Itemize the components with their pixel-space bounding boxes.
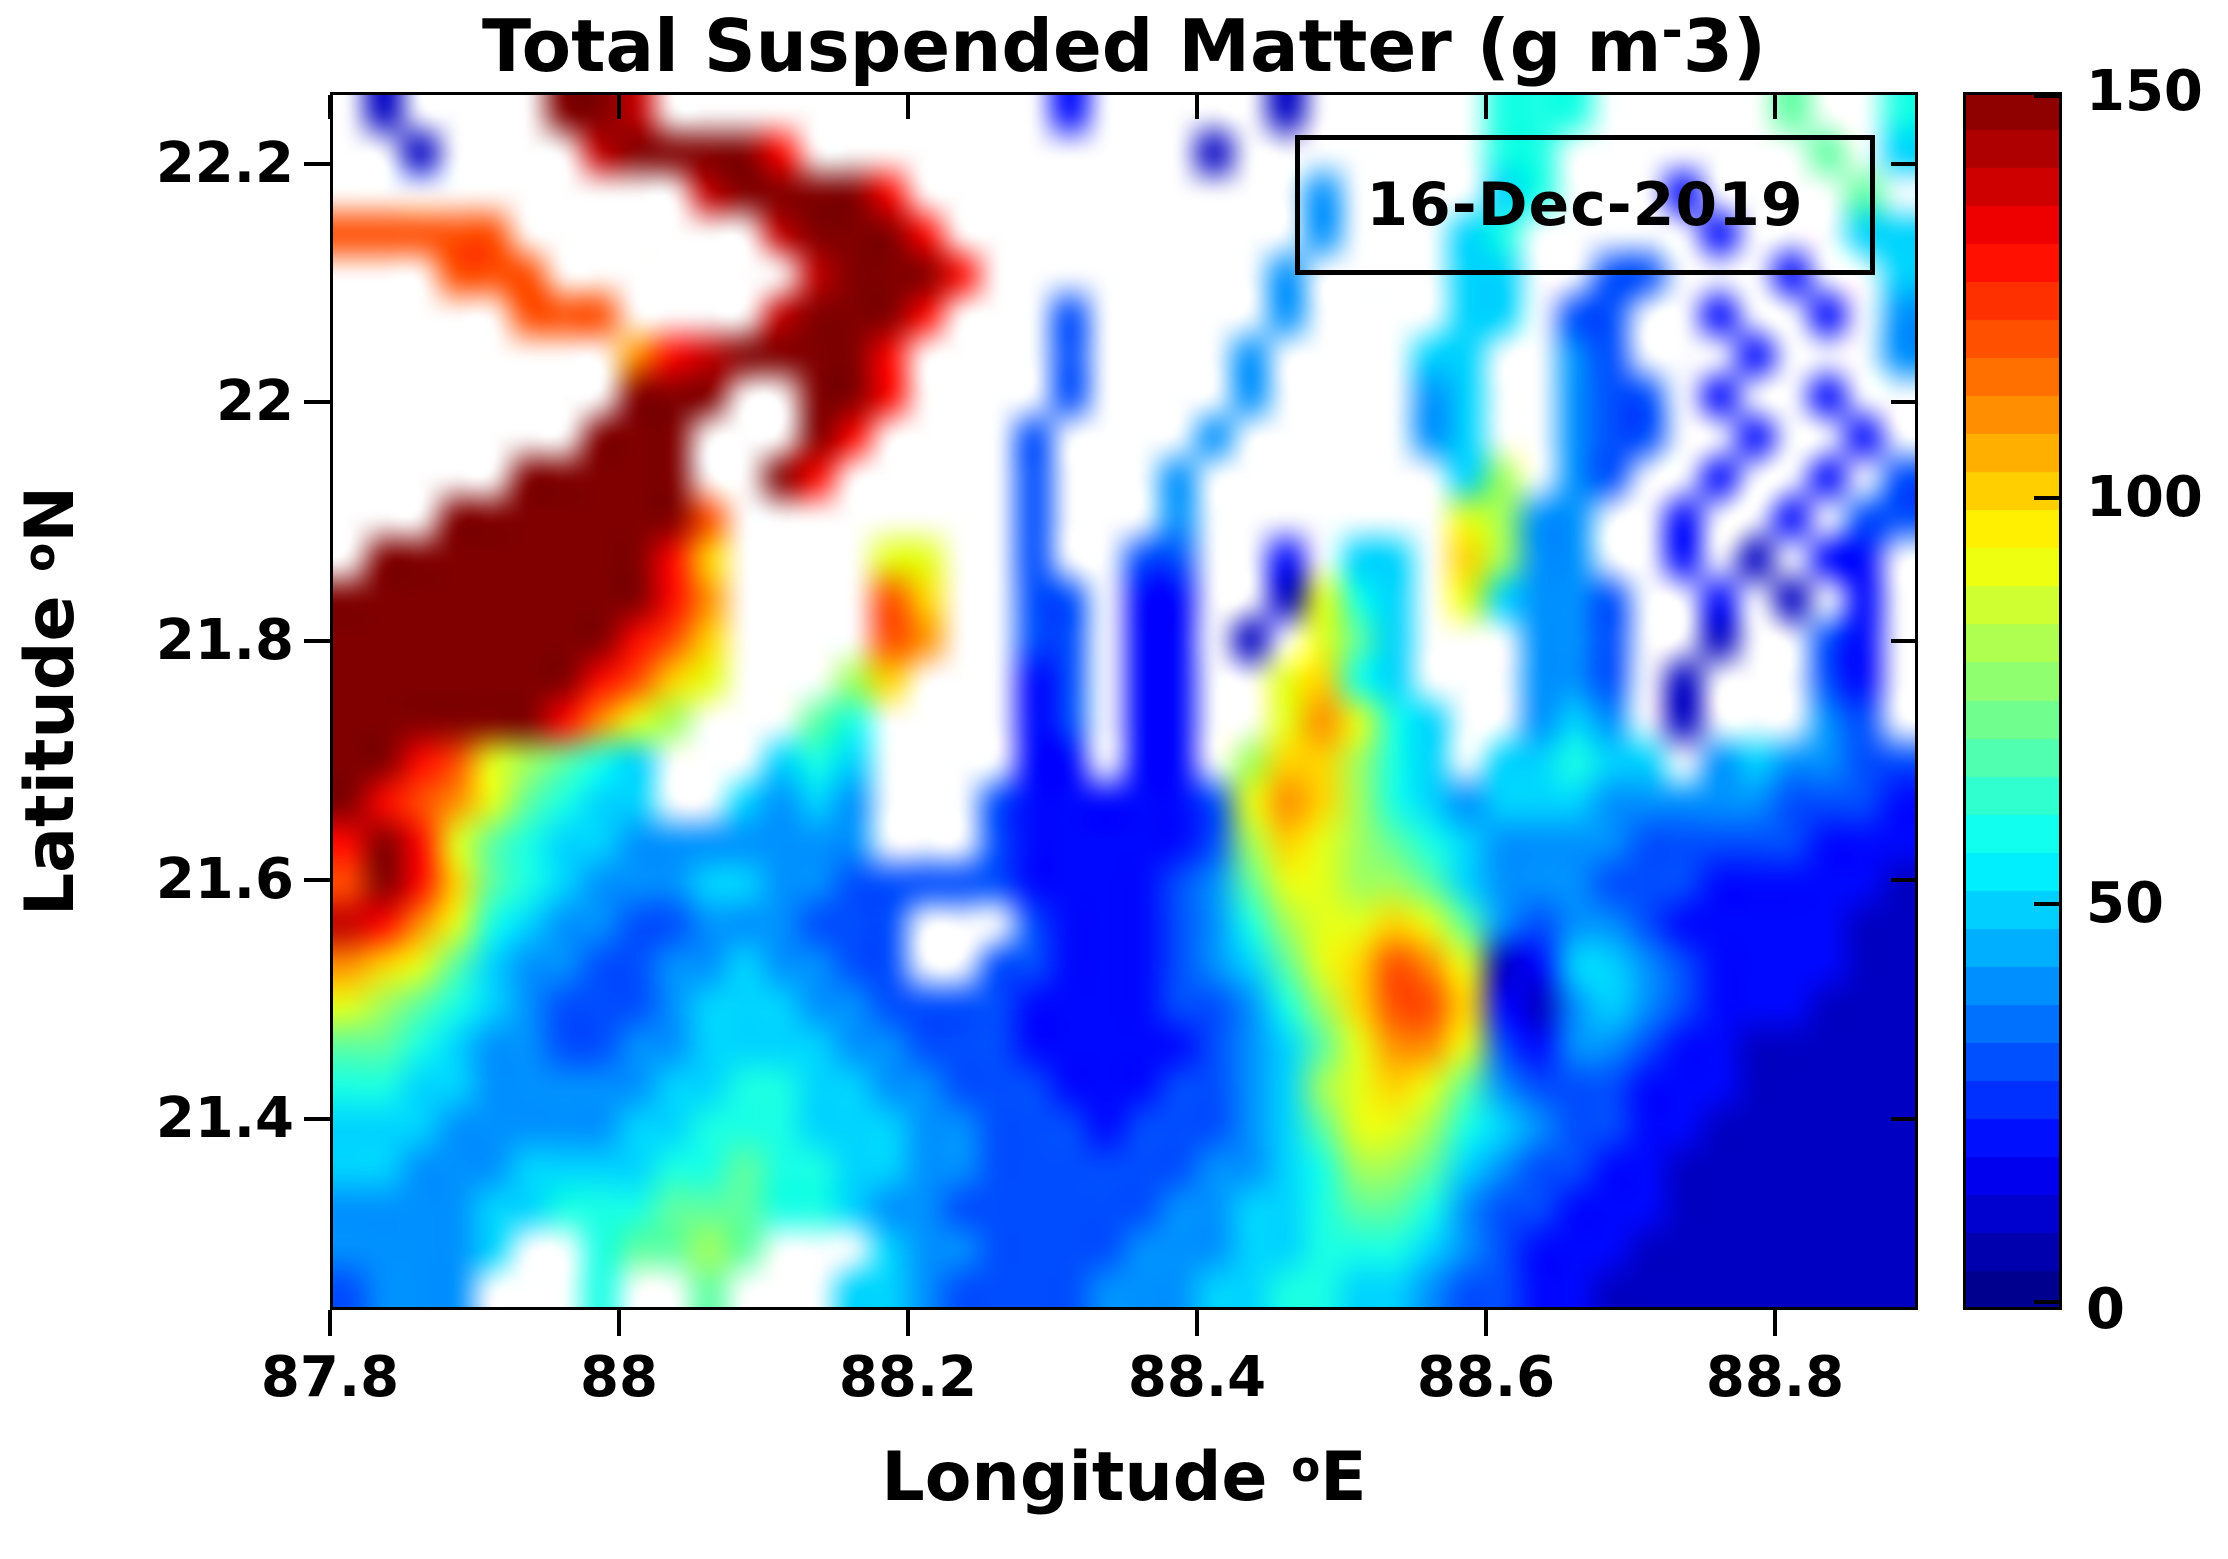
x-tick-mark-top (617, 95, 621, 119)
x-tick-mark-top (906, 95, 910, 119)
colorbar-tick-mark (2034, 902, 2059, 906)
y-tick-mark (304, 400, 330, 404)
x-tick-mark (617, 1310, 621, 1336)
x-tick-label: 88.6 (1416, 1345, 1556, 1410)
date-annotation: 16-Dec-2019 (1295, 135, 1875, 275)
y-axis-label-superscript-o: o (15, 542, 65, 572)
x-axis-label-text: Longitude (881, 1438, 1292, 1517)
y-tick-mark (304, 639, 330, 643)
map-canvas (330, 92, 1918, 1310)
x-tick-mark-top (1484, 95, 1488, 119)
x-tick-label: 88.8 (1705, 1345, 1845, 1410)
y-tick-mark-right (1891, 162, 1915, 166)
colorbar-tick-label: 100 (2086, 465, 2203, 530)
figure-title: Total Suspended Matter (g m-3) (330, 0, 1918, 100)
y-tick-label: 22.2 (155, 131, 294, 196)
x-tick-mark-top (328, 95, 332, 119)
y-tick-label: 21.6 (155, 847, 294, 912)
y-tick-label: 21.4 (155, 1086, 294, 1151)
y-tick-mark-right (1891, 639, 1915, 643)
colorbar-tick-label: 50 (2086, 871, 2164, 936)
title-text: Total Suspended Matter (g m (482, 4, 1662, 88)
x-tick-label: 87.8 (260, 1345, 400, 1410)
y-axis-label: Latitude oN (6, 431, 96, 971)
colorbar-tick-mark (2034, 496, 2059, 500)
y-tick-mark (304, 162, 330, 166)
x-axis-label-suffix: E (1320, 1438, 1367, 1517)
x-tick-mark (1484, 1310, 1488, 1336)
colorbar-tick-label: 0 (2086, 1277, 2125, 1342)
title-superscript-minus: - (1661, 0, 1683, 61)
x-tick-mark-top (1195, 95, 1199, 119)
colorbar-tick-mark (2034, 94, 2059, 98)
x-tick-label: 88 (580, 1345, 658, 1410)
colorbar (1963, 92, 2062, 1310)
y-tick-label: 22 (216, 369, 294, 434)
y-tick-mark-right (1891, 878, 1915, 882)
x-tick-mark (328, 1310, 332, 1336)
y-axis-label-text: Latitude (11, 571, 90, 917)
x-axis-label: Longitude oE (330, 1438, 1918, 1517)
x-tick-mark (906, 1310, 910, 1336)
x-tick-mark-top (1773, 95, 1777, 119)
colorbar-tick-label: 150 (2086, 59, 2203, 124)
y-tick-mark (304, 1117, 330, 1121)
colorbar-tick-mark (2034, 1300, 2059, 1304)
x-tick-mark (1773, 1310, 1777, 1336)
title-suffix: 3) (1682, 4, 1766, 88)
x-axis-label-superscript-o: o (1291, 1442, 1321, 1492)
date-annotation-text: 16-Dec-2019 (1366, 170, 1804, 240)
x-tick-mark (1195, 1310, 1199, 1336)
y-axis-label-suffix: N (11, 485, 90, 543)
y-tick-mark (304, 878, 330, 882)
x-tick-label: 88.4 (1127, 1345, 1267, 1410)
x-tick-label: 88.2 (838, 1345, 978, 1410)
y-tick-mark-right (1891, 1117, 1915, 1121)
y-tick-label: 21.8 (155, 608, 294, 673)
y-tick-mark-right (1891, 400, 1915, 404)
